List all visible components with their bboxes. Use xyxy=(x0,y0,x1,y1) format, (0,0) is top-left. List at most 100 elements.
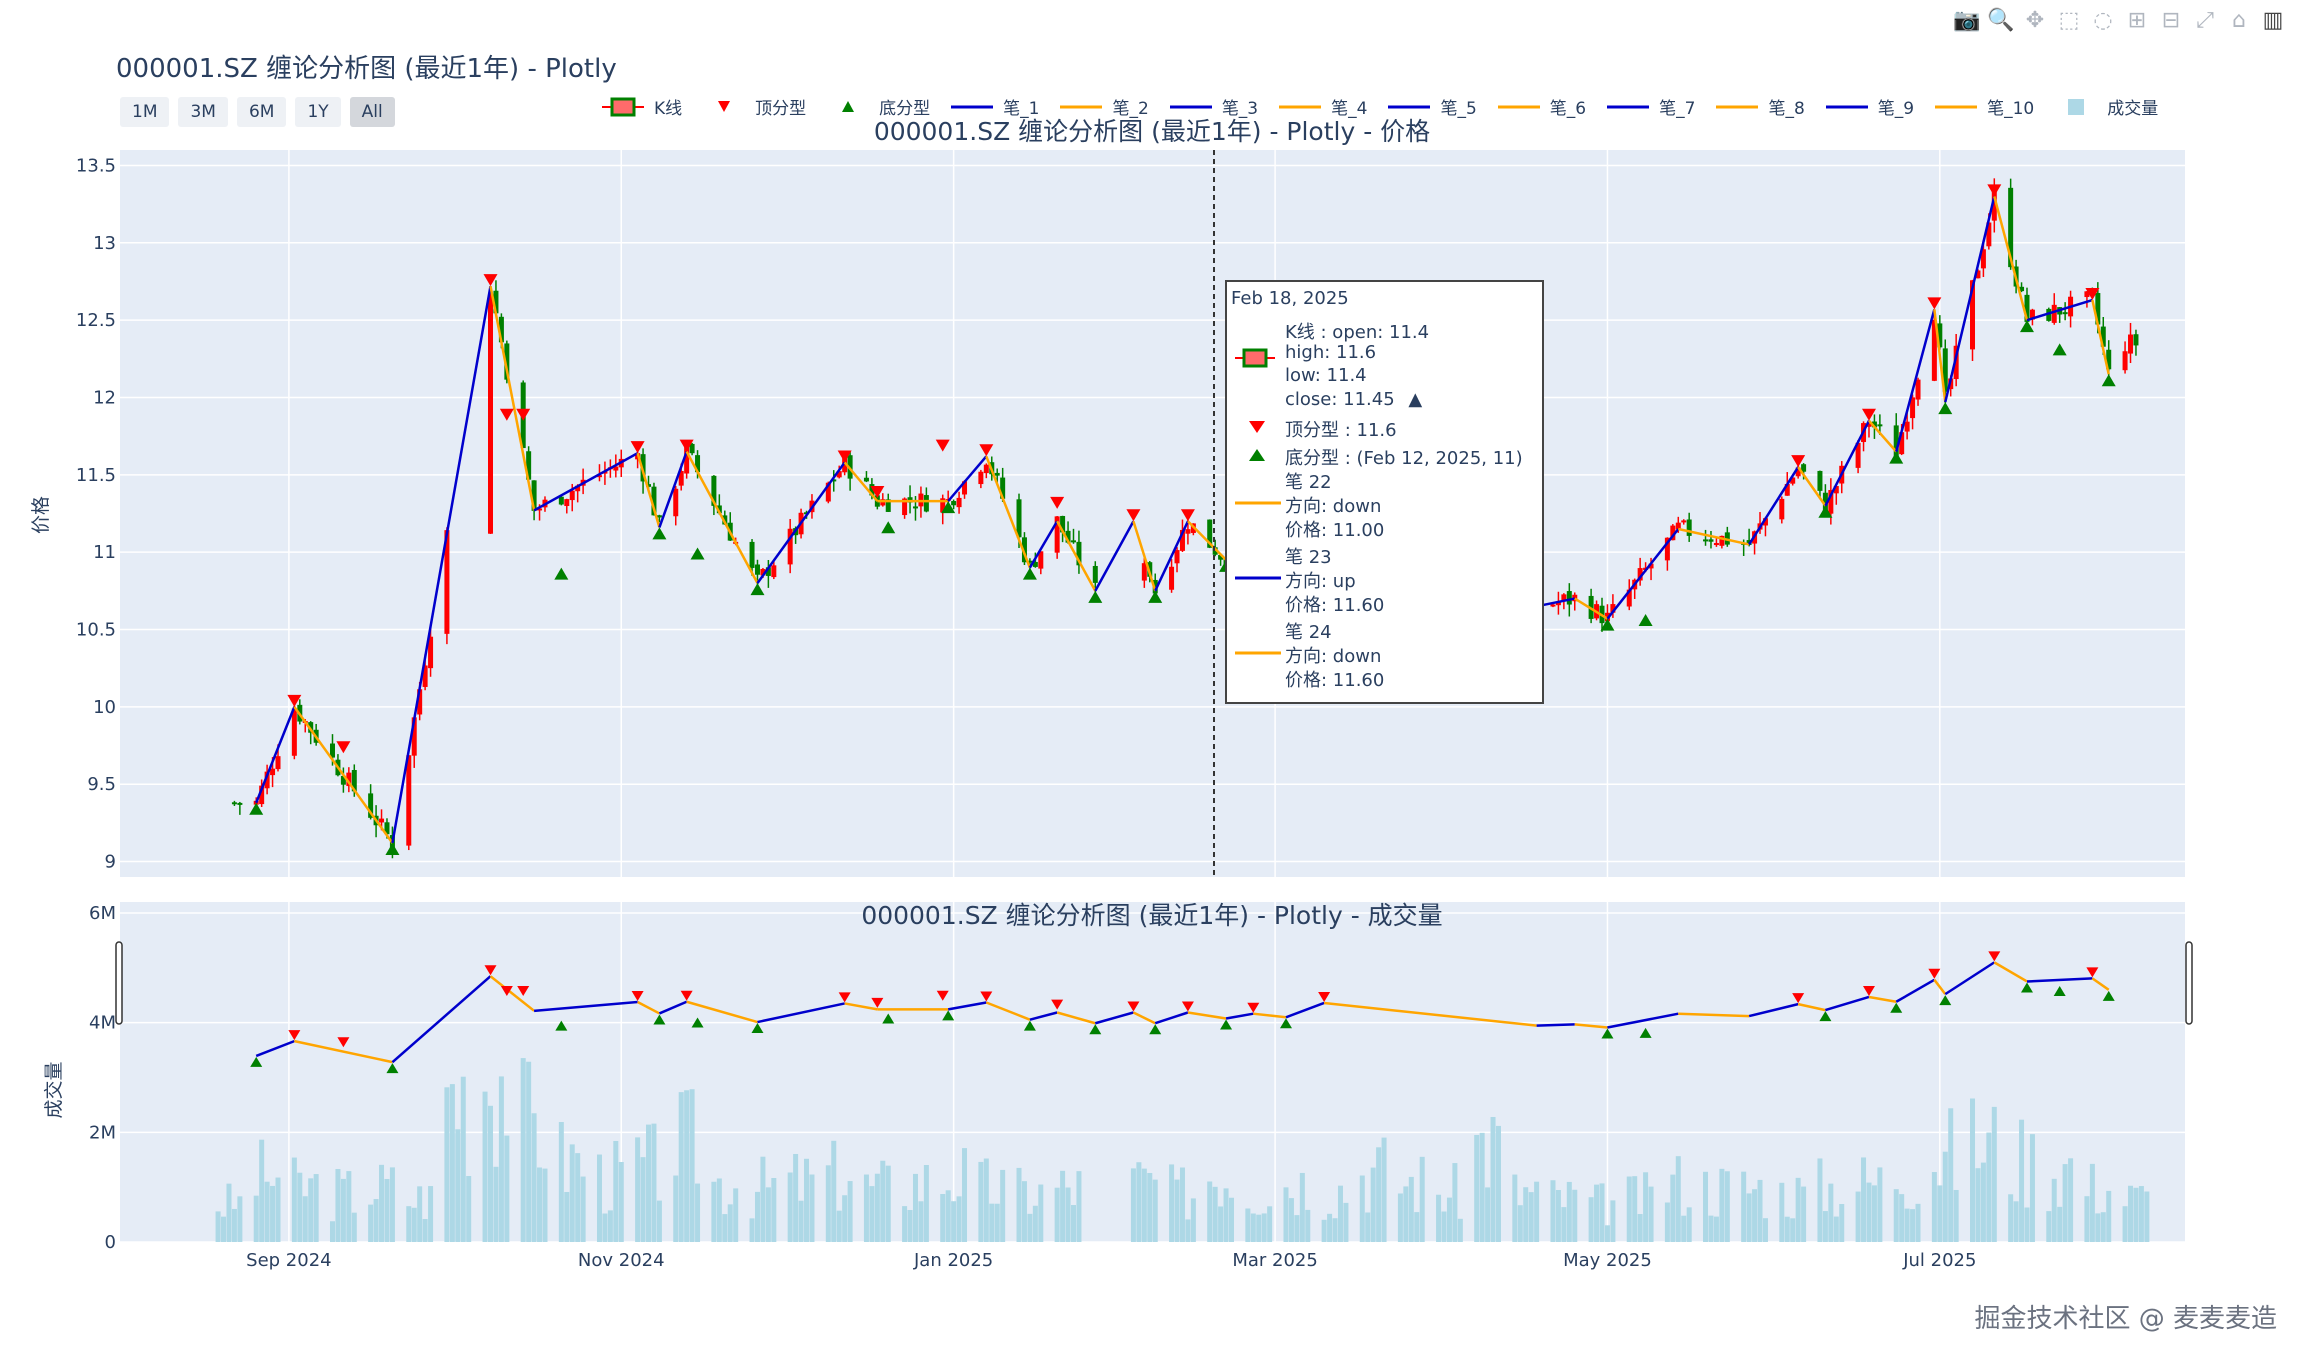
candle[interactable] xyxy=(1931,311,1937,382)
candle[interactable] xyxy=(1708,530,1714,549)
bi-line[interactable] xyxy=(636,452,661,528)
bottom-fractal-marker[interactable] xyxy=(750,583,765,596)
volume-bar[interactable] xyxy=(912,1173,918,1242)
volume-bar[interactable] xyxy=(711,1181,717,1242)
bi-line[interactable] xyxy=(1993,196,2029,321)
volume-bar[interactable] xyxy=(569,1144,575,1242)
legend-item[interactable]: 笔_10 xyxy=(1933,94,2034,119)
volume-bar[interactable] xyxy=(1572,1189,1578,1242)
legend-item[interactable]: 笔_1 xyxy=(949,94,1039,119)
candle[interactable] xyxy=(1975,269,1981,279)
volume-bar[interactable] xyxy=(1953,1189,1959,1242)
volume-bar[interactable] xyxy=(787,1172,793,1242)
volume-bar[interactable] xyxy=(1719,1168,1725,1242)
candle[interactable] xyxy=(531,480,537,521)
volume-bar[interactable] xyxy=(449,1084,455,1242)
volume-bar[interactable] xyxy=(678,1092,684,1242)
candle[interactable] xyxy=(237,801,243,815)
volume-bar[interactable] xyxy=(1381,1137,1387,1242)
top-fractal-marker[interactable] xyxy=(1927,297,1942,310)
volume-bar[interactable] xyxy=(684,1090,690,1242)
volume-bar[interactable] xyxy=(1681,1215,1687,1242)
volume-bar[interactable] xyxy=(945,1190,951,1242)
candle[interactable] xyxy=(259,779,265,808)
volume-bar[interactable] xyxy=(1283,1187,1289,1242)
volume-bar[interactable] xyxy=(302,1196,308,1242)
candle[interactable] xyxy=(1833,484,1839,505)
candle[interactable] xyxy=(558,495,564,506)
candle[interactable] xyxy=(1866,420,1872,438)
volume-bar[interactable] xyxy=(1937,1185,1943,1242)
volume-bar[interactable] xyxy=(2144,1191,2150,1242)
volume-bar[interactable] xyxy=(1136,1162,1142,1242)
volume-bar[interactable] xyxy=(2128,1185,2134,1242)
volume-bar[interactable] xyxy=(379,1164,385,1242)
candle[interactable] xyxy=(1779,496,1785,524)
candle[interactable] xyxy=(951,499,957,510)
volume-bar[interactable] xyxy=(1637,1214,1643,1242)
volume-bar[interactable] xyxy=(842,1195,848,1242)
volume-bar[interactable] xyxy=(498,1076,504,1242)
volume-bar[interactable] xyxy=(733,1188,739,1242)
candle[interactable] xyxy=(1572,592,1578,611)
candle[interactable] xyxy=(1141,556,1147,588)
volume-bar[interactable] xyxy=(1517,1205,1523,1242)
volume-bar[interactable] xyxy=(695,1183,701,1242)
volume-bar[interactable] xyxy=(1365,1212,1371,1242)
volume-bar[interactable] xyxy=(2068,1158,2074,1242)
bi-line[interactable] xyxy=(947,455,988,502)
volume-bar[interactable] xyxy=(716,1178,722,1242)
volume-bar[interactable] xyxy=(1703,1171,1709,1242)
volume-bar[interactable] xyxy=(1245,1208,1251,1242)
volume-bar[interactable] xyxy=(1588,1197,1594,1242)
volume-bar[interactable] xyxy=(389,1167,395,1242)
bi-line[interactable] xyxy=(1154,520,1190,592)
candle[interactable] xyxy=(978,469,984,489)
volume-bar[interactable] xyxy=(417,1186,423,1242)
volume-bar[interactable] xyxy=(760,1156,766,1242)
volume-bar[interactable] xyxy=(847,1181,853,1242)
volume-bar[interactable] xyxy=(482,1091,488,1242)
volume-bar[interactable] xyxy=(1828,1183,1834,1242)
volume-bar[interactable] xyxy=(1261,1213,1267,1242)
volume-bar[interactable] xyxy=(1528,1192,1534,1242)
candle[interactable] xyxy=(771,561,777,580)
volume-bar[interactable] xyxy=(1223,1188,1229,1242)
bi-line[interactable] xyxy=(1797,466,1827,507)
volume-bar[interactable] xyxy=(1713,1216,1719,1242)
volume-bar[interactable] xyxy=(226,1183,232,1242)
volume-bar[interactable] xyxy=(2122,1206,2128,1242)
volume-bar[interactable] xyxy=(1762,1218,1768,1242)
volume-bar[interactable] xyxy=(1370,1167,1376,1242)
candle[interactable] xyxy=(1970,279,1976,361)
range-button-3m[interactable]: 3M xyxy=(178,97,228,127)
volume-bar[interactable] xyxy=(1376,1147,1382,1242)
candle[interactable] xyxy=(1904,412,1910,440)
top-fractal-marker[interactable] xyxy=(499,408,514,421)
bi-line[interactable] xyxy=(1606,528,1680,620)
volume-bar[interactable] xyxy=(994,1203,1000,1242)
volume-bar[interactable] xyxy=(1604,1225,1610,1242)
candle[interactable] xyxy=(2019,282,2025,293)
volume-bar[interactable] xyxy=(1490,1116,1496,1242)
bottom-fractal-marker[interactable] xyxy=(1022,567,1037,580)
volume-bar[interactable] xyxy=(1566,1181,1572,1242)
volume-bar[interactable] xyxy=(444,1087,450,1242)
volume-bar[interactable] xyxy=(1054,1187,1060,1242)
volume-bar[interactable] xyxy=(384,1178,390,1242)
volume-bar[interactable] xyxy=(1801,1186,1807,1242)
volume-bar[interactable] xyxy=(1141,1168,1147,1242)
volume-bar[interactable] xyxy=(1523,1187,1529,1242)
volume-bar[interactable] xyxy=(264,1181,270,1242)
volume-bar[interactable] xyxy=(1861,1157,1867,1242)
legend-item[interactable]: 成交量 xyxy=(2053,94,2158,119)
legend-item[interactable]: K线 xyxy=(600,94,682,119)
volume-bar[interactable] xyxy=(1343,1202,1349,1242)
volume-bar[interactable] xyxy=(504,1135,510,1242)
bottom-fractal-marker[interactable] xyxy=(2101,374,2116,387)
volume-bar[interactable] xyxy=(874,1173,880,1242)
bottom-fractal-marker[interactable] xyxy=(1818,505,1833,518)
volume-bar[interactable] xyxy=(1152,1179,1158,1242)
volume-bar[interactable] xyxy=(596,1154,602,1242)
volume-bar[interactable] xyxy=(455,1129,461,1242)
